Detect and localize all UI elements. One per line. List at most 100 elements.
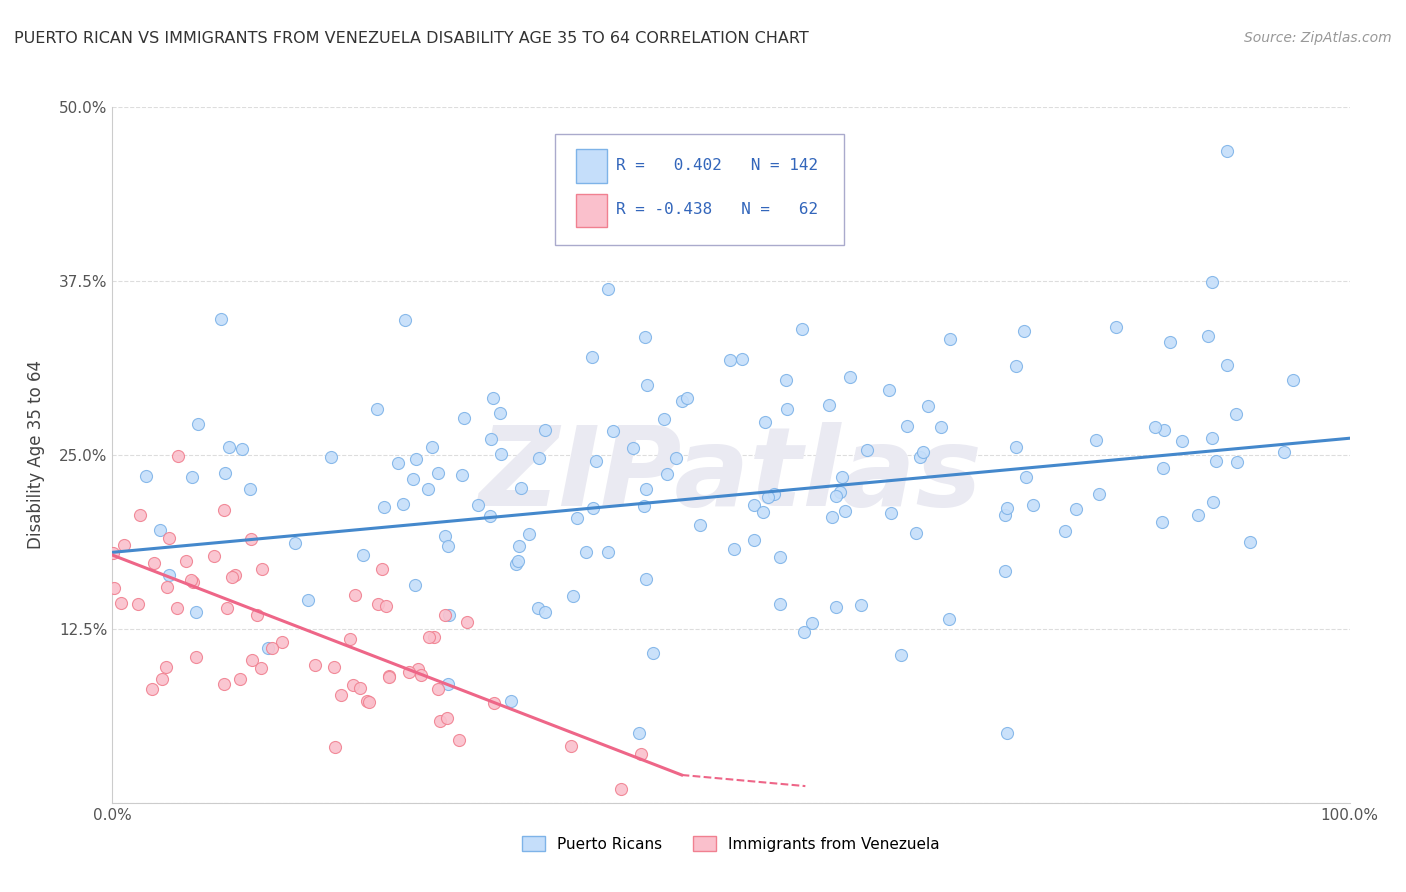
Point xyxy=(1215,358,1237,372)
Point xyxy=(218,440,240,454)
Point xyxy=(1272,445,1295,459)
Point xyxy=(135,469,157,483)
Point xyxy=(342,678,364,692)
Point xyxy=(482,391,505,405)
Point xyxy=(214,466,236,480)
Point xyxy=(756,490,779,504)
Point xyxy=(1150,515,1173,529)
Point xyxy=(880,506,903,520)
Point xyxy=(394,312,416,326)
Point xyxy=(908,450,931,464)
Point xyxy=(742,533,765,547)
Point xyxy=(467,498,489,512)
Point xyxy=(995,501,1018,516)
Point xyxy=(1005,359,1028,373)
Point xyxy=(229,672,252,686)
Point xyxy=(792,322,814,336)
Point xyxy=(775,373,797,387)
Point xyxy=(323,740,346,755)
Point xyxy=(508,539,530,553)
Point xyxy=(103,546,125,560)
Point xyxy=(1004,440,1026,454)
Point xyxy=(378,670,401,684)
Point xyxy=(180,573,202,587)
Point xyxy=(103,581,125,595)
Point xyxy=(849,598,872,612)
Point xyxy=(628,726,651,740)
Point xyxy=(181,469,204,483)
Point xyxy=(339,632,361,647)
Point xyxy=(821,510,844,524)
Point xyxy=(404,578,426,592)
Point xyxy=(1215,145,1237,159)
Point xyxy=(217,600,239,615)
Point xyxy=(349,681,371,696)
Point xyxy=(429,714,451,728)
Point xyxy=(598,282,620,296)
Point xyxy=(321,450,343,465)
Point xyxy=(1239,535,1261,549)
Point xyxy=(387,456,409,470)
Point xyxy=(156,580,179,594)
Point xyxy=(166,600,188,615)
Point xyxy=(343,588,366,602)
Text: R = -0.438   N =   62: R = -0.438 N = 62 xyxy=(616,202,818,217)
Point xyxy=(330,688,353,702)
Point xyxy=(834,504,856,518)
Point xyxy=(838,370,860,384)
Point xyxy=(718,353,741,368)
Point xyxy=(250,661,273,675)
Point xyxy=(271,634,294,648)
Point xyxy=(257,640,280,655)
Point xyxy=(212,503,235,517)
Point xyxy=(731,351,754,366)
Point xyxy=(526,601,548,615)
Point xyxy=(166,450,188,464)
Point xyxy=(621,441,644,455)
Point xyxy=(491,447,513,461)
Point xyxy=(993,565,1015,579)
Point xyxy=(240,653,263,667)
Point xyxy=(581,350,603,364)
Point xyxy=(1202,495,1225,509)
Point xyxy=(634,572,657,586)
Point xyxy=(181,575,204,590)
Text: ZIPatlas: ZIPatlas xyxy=(479,422,983,529)
Point xyxy=(1015,469,1038,483)
Point xyxy=(917,400,939,414)
Point xyxy=(1085,434,1108,448)
Point xyxy=(240,533,263,547)
Point xyxy=(1143,420,1166,434)
Point xyxy=(176,554,198,568)
Point xyxy=(391,497,413,511)
Point xyxy=(825,489,848,503)
Point xyxy=(453,411,475,425)
Point xyxy=(356,694,378,708)
Legend: Puerto Ricans, Immigrants from Venezuela: Puerto Ricans, Immigrants from Venezuela xyxy=(516,830,946,858)
Point xyxy=(501,694,523,708)
Point xyxy=(112,538,135,552)
Point xyxy=(402,472,425,486)
Point xyxy=(929,420,952,434)
Point xyxy=(437,677,460,691)
Point xyxy=(375,599,398,613)
Point xyxy=(209,312,232,326)
Point xyxy=(184,649,207,664)
Point xyxy=(527,451,550,466)
Point xyxy=(509,481,531,495)
Text: Source: ZipAtlas.com: Source: ZipAtlas.com xyxy=(1244,31,1392,45)
Point xyxy=(768,550,790,565)
Point xyxy=(1054,524,1077,539)
Point xyxy=(828,485,851,500)
Point xyxy=(938,611,960,625)
Point xyxy=(801,616,824,631)
Point xyxy=(575,544,598,558)
Point xyxy=(155,660,177,674)
Point xyxy=(912,445,935,459)
Y-axis label: Disability Age 35 to 64: Disability Age 35 to 64 xyxy=(27,360,45,549)
Point xyxy=(824,599,846,614)
Text: PUERTO RICAN VS IMMIGRANTS FROM VENEZUELA DISABILITY AGE 35 TO 64 CORRELATION CH: PUERTO RICAN VS IMMIGRANTS FROM VENEZUEL… xyxy=(14,31,808,46)
Point xyxy=(246,608,269,623)
Point xyxy=(776,402,799,417)
Point xyxy=(602,424,624,438)
